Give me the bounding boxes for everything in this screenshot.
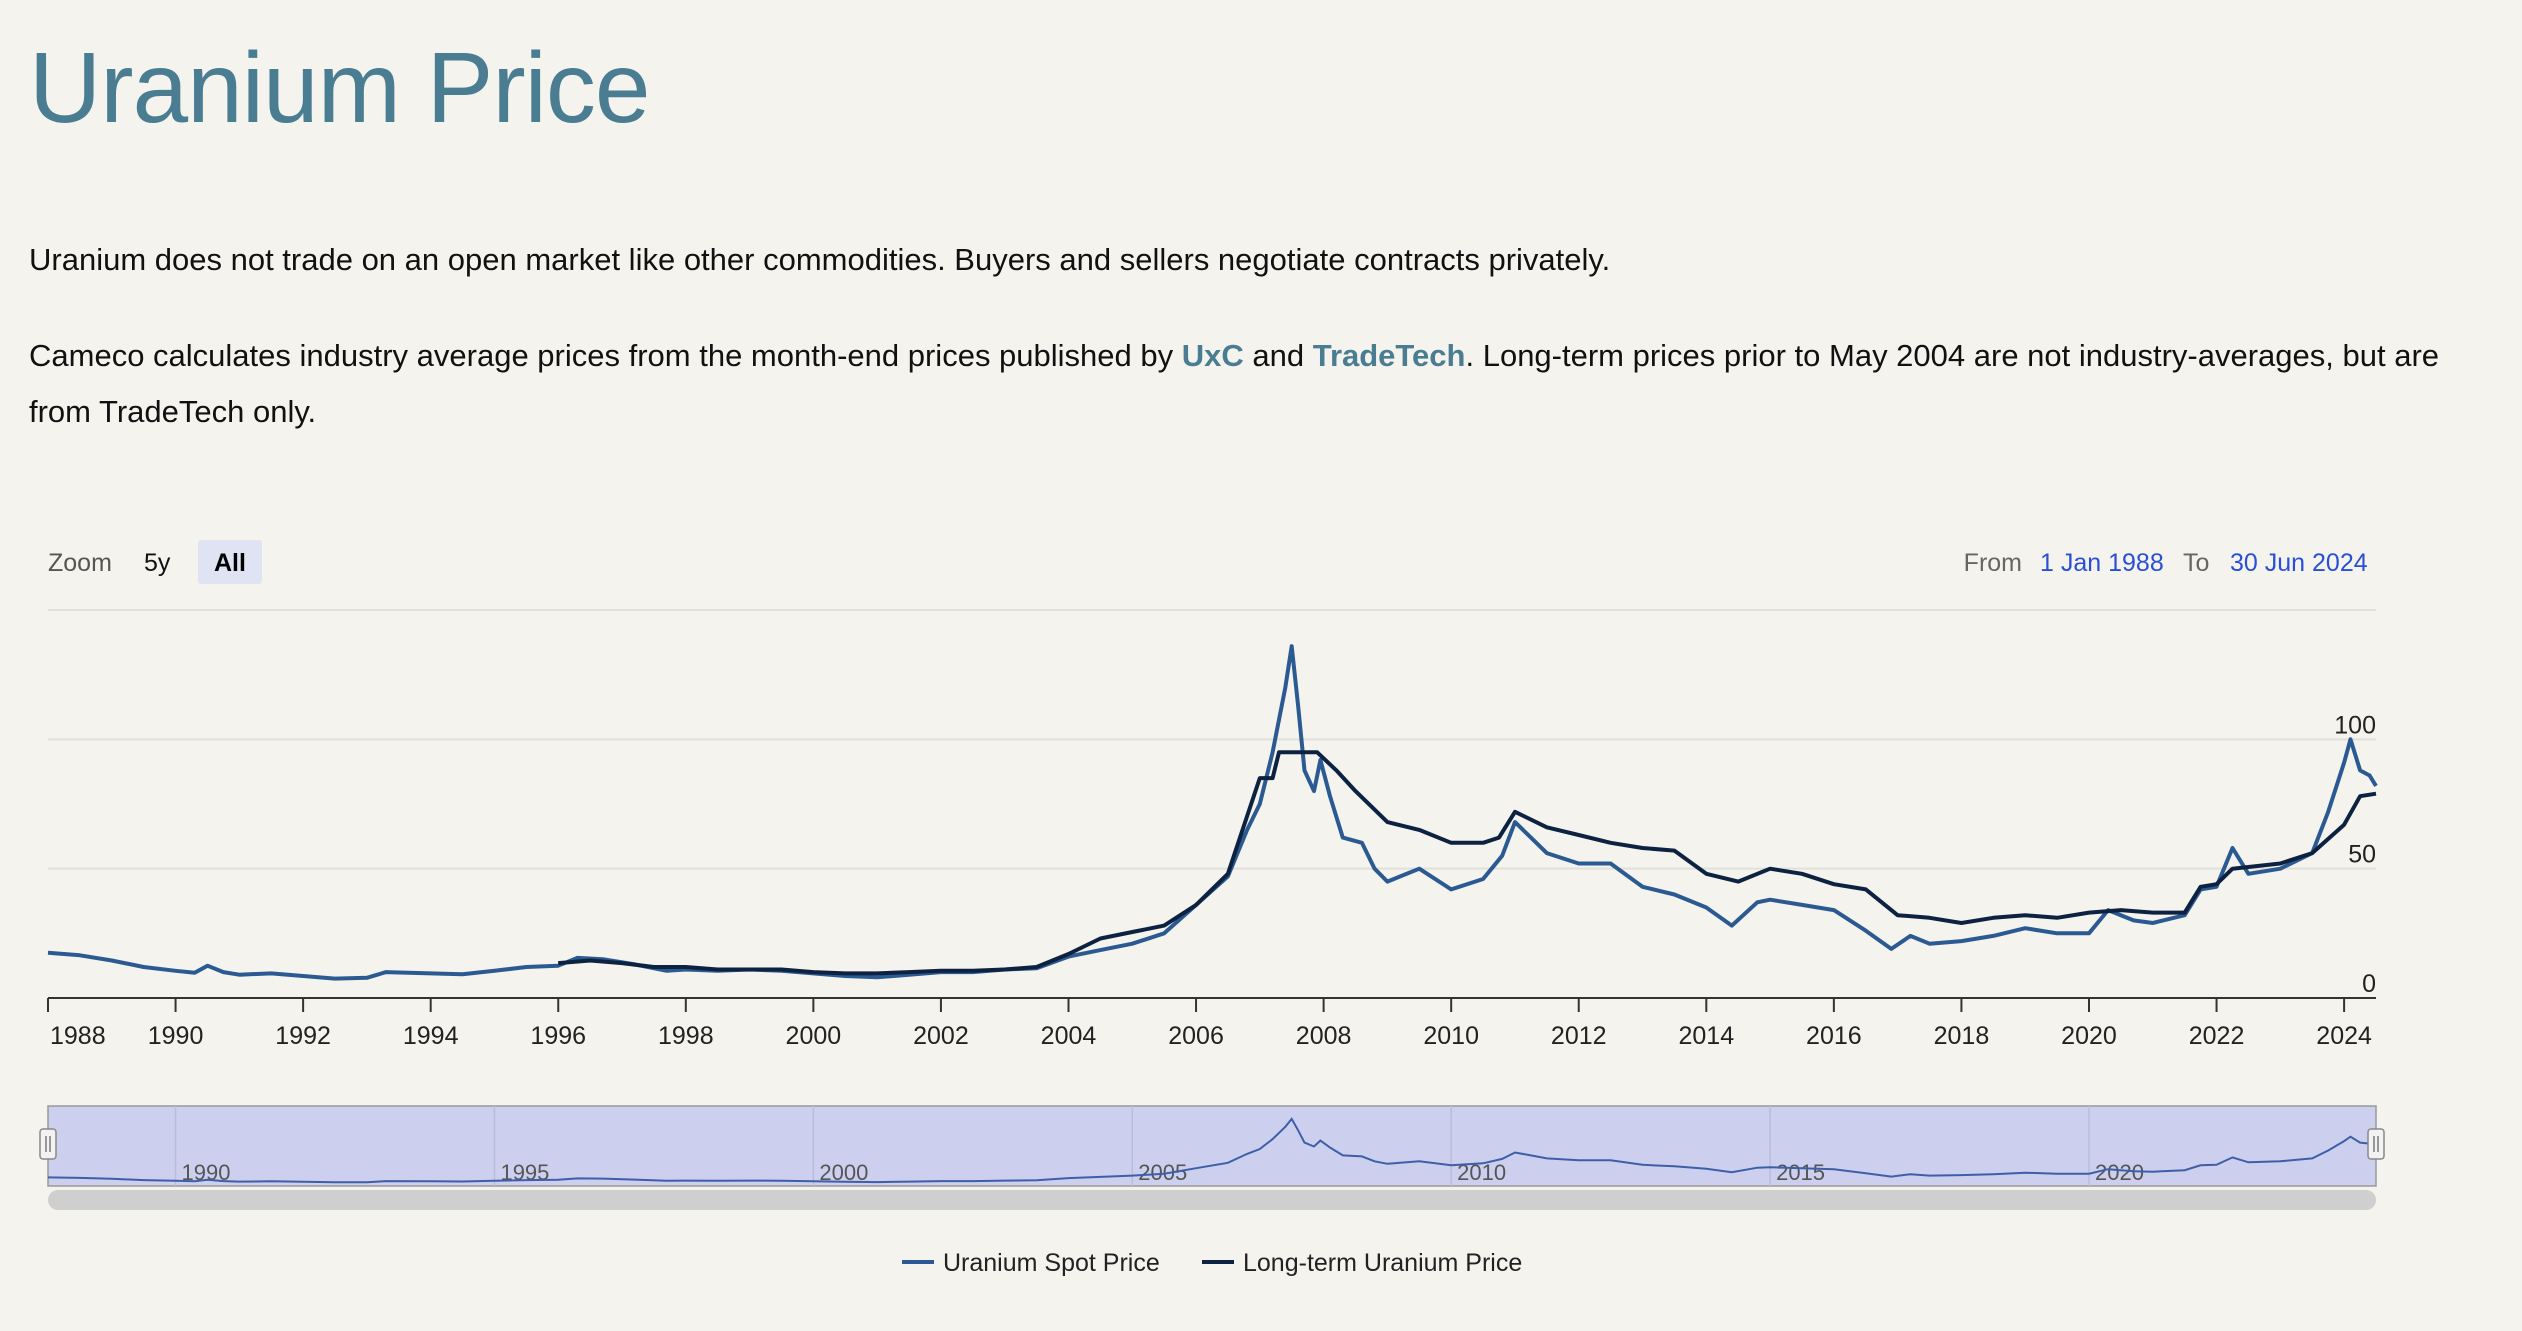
tradetech-link[interactable]: TradeTech bbox=[1312, 338, 1466, 373]
uxc-link[interactable]: UxC bbox=[1181, 338, 1244, 373]
page-title: Uranium Price bbox=[29, 32, 650, 144]
intro-text: . Long-term prices prior to May 2004 are… bbox=[29, 338, 2440, 429]
navigator-left-handle[interactable] bbox=[39, 1128, 57, 1160]
plot-axes: 0 50 100 1988 1990 1992 1994 1996 1998 2000 2002 20… bbox=[47, 711, 2376, 1050]
x-tick-label: 2024 bbox=[2316, 1022, 2372, 1050]
legend: Uranium Spot Price Long-term Uranium Pri… bbox=[902, 1249, 1522, 1277]
from-date-input[interactable]: 1 Jan 1988 bbox=[2040, 549, 2164, 577]
x-tick-label: 2004 bbox=[1041, 1022, 1097, 1050]
x-tick-label: 1992 bbox=[275, 1022, 331, 1050]
longterm-price-line bbox=[558, 750, 2377, 976]
handle-grip bbox=[2367, 1128, 2385, 1160]
to-label: To bbox=[2183, 549, 2209, 577]
navigator-window bbox=[47, 1105, 2377, 1187]
y-tick-label: 100 bbox=[2334, 711, 2376, 739]
x-tick-label: 2002 bbox=[913, 1022, 969, 1050]
x-tick-label: 2016 bbox=[1806, 1022, 1862, 1050]
navigator-right-handle[interactable] bbox=[2367, 1128, 2385, 1160]
price-chart-container: Zoom 5y All From 1 Jan 1988 To 30 Jun 20… bbox=[0, 520, 2522, 1326]
spot-price-line bbox=[47, 644, 2378, 981]
zoom-all-button[interactable]: All bbox=[214, 549, 246, 577]
x-tick-label: 1996 bbox=[530, 1022, 586, 1050]
legend-item-spot[interactable]: Uranium Spot Price bbox=[943, 1249, 1160, 1277]
intro-paragraph-1: Uranium does not trade on an open market… bbox=[29, 242, 1611, 277]
x-tick-label: 1998 bbox=[658, 1022, 714, 1050]
from-label: From bbox=[1964, 549, 2022, 577]
x-tick-label: 1988 bbox=[50, 1022, 106, 1050]
plot-series bbox=[47, 644, 2378, 981]
intro-text: and bbox=[1243, 338, 1313, 373]
navigator-tick-label: 2020 bbox=[2095, 1160, 2144, 1185]
legend-item-longterm[interactable]: Long-term Uranium Price bbox=[1243, 1249, 1522, 1277]
x-tick-label: 2014 bbox=[1678, 1022, 1734, 1050]
x-tick-label: 1990 bbox=[148, 1022, 204, 1050]
x-tick-label: 2008 bbox=[1296, 1022, 1352, 1050]
navigator-tick-label: 2005 bbox=[1138, 1160, 1187, 1185]
navigator-series-line bbox=[47, 1117, 2377, 1184]
price-chart: Zoom 5y All From 1 Jan 1988 To 30 Jun 20… bbox=[39, 540, 2385, 1277]
x-tick-label: 1994 bbox=[403, 1022, 459, 1050]
x-tick-label: 2000 bbox=[786, 1022, 842, 1050]
x-tick-label: 2006 bbox=[1168, 1022, 1224, 1050]
y-tick-label: 50 bbox=[2348, 841, 2376, 869]
handle-grip bbox=[39, 1128, 57, 1160]
intro-paragraph-2: Cameco calculates industry average price… bbox=[29, 328, 2469, 440]
y-tick-label: 0 bbox=[2362, 970, 2376, 998]
zoom-5y-button[interactable]: 5y bbox=[144, 549, 171, 577]
to-date-input[interactable]: 30 Jun 2024 bbox=[2230, 549, 2368, 577]
x-tick-label: 2020 bbox=[2061, 1022, 2117, 1050]
intro-text: Cameco calculates industry average price… bbox=[29, 338, 1182, 373]
x-tick-label: 2018 bbox=[1934, 1022, 1990, 1050]
zoom-label: Zoom bbox=[48, 549, 112, 577]
plot-grid bbox=[48, 609, 2376, 999]
navigator-scrollbar[interactable] bbox=[48, 1190, 2376, 1210]
x-tick-label: 2022 bbox=[2189, 1022, 2245, 1050]
range-navigator[interactable]: 1990 1995 2000 2005 2010 2015 2020 bbox=[39, 1105, 2385, 1210]
x-tick-label: 2012 bbox=[1551, 1022, 1607, 1050]
navigator-tick-label: 2015 bbox=[1776, 1160, 1825, 1185]
zoom-all-button-bg[interactable] bbox=[198, 540, 262, 584]
x-tick-label: 2010 bbox=[1423, 1022, 1479, 1050]
